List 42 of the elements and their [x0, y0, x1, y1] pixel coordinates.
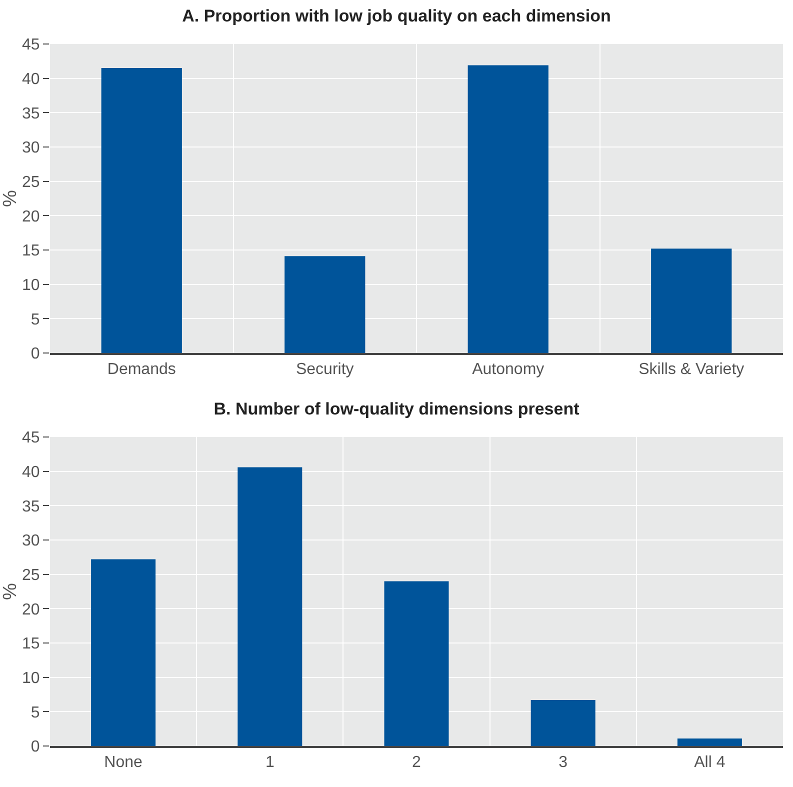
x-tick-label: 1 [265, 754, 274, 771]
x-tick-label: Autonomy [472, 360, 544, 378]
x-tick-label: Demands [107, 360, 176, 378]
y-tick-label: 0 [30, 346, 40, 363]
bar [284, 256, 366, 353]
x-tick-label: Security [296, 360, 354, 378]
bar [530, 700, 596, 746]
y-tick-label: 35 [22, 498, 40, 516]
x-tick-label: Skills & Variety [638, 360, 744, 378]
y-tick-label: 0 [30, 738, 40, 756]
chart-title: B. Number of low-quality dimensions present [214, 400, 580, 419]
y-tick-label: 45 [22, 430, 40, 447]
y-axis-title: % [0, 582, 21, 600]
y-tick-label: 25 [22, 174, 40, 191]
bar [468, 65, 548, 353]
y-tick-label: 15 [22, 242, 40, 260]
y-tick-label: 5 [30, 704, 40, 722]
bar [91, 559, 156, 746]
bar [651, 248, 732, 353]
bar [101, 68, 182, 353]
y-tick-label: 10 [22, 670, 40, 687]
bar [384, 581, 449, 746]
x-tick-label: 3 [558, 754, 568, 771]
bar [677, 738, 742, 746]
x-tick-label: 2 [412, 754, 422, 771]
y-tick-label: 20 [22, 208, 40, 226]
y-tick-label: 35 [22, 105, 40, 122]
chart-title: A. Proportion with low job quality on each dimension [182, 6, 611, 26]
y-tick-label: 10 [22, 276, 40, 294]
y-tick-label: 5 [30, 311, 40, 328]
bar [238, 467, 302, 746]
y-axis-title: % [0, 190, 21, 207]
y-tick-label: 45 [22, 36, 40, 54]
y-tick-label: 30 [22, 532, 40, 550]
x-tick-label: All 4 [694, 754, 726, 771]
y-tick-label: 30 [22, 140, 40, 157]
y-tick-label: 40 [22, 464, 40, 481]
x-tick-label: None [104, 754, 143, 771]
y-tick-label: 25 [22, 566, 40, 584]
y-tick-label: 20 [22, 601, 40, 618]
y-tick-label: 15 [22, 636, 40, 653]
y-tick-label: 40 [22, 70, 40, 88]
